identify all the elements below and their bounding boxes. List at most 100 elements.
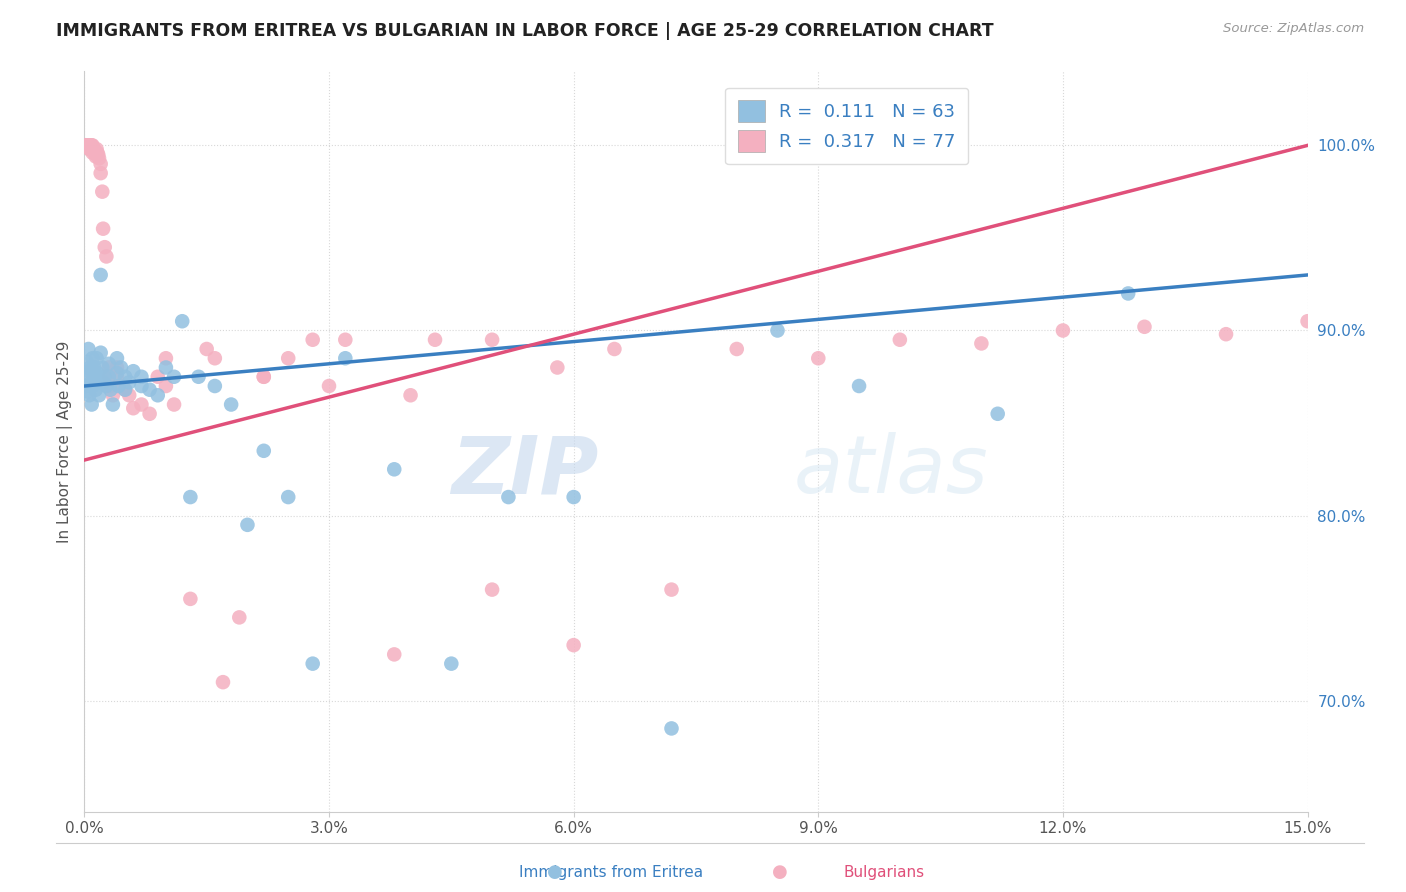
Point: [96, 250, 118, 264]
Point: [661, 722, 683, 736]
Point: [76, 138, 98, 153]
Point: [87, 388, 110, 402]
Point: [77, 142, 100, 156]
Point: [77, 364, 100, 378]
Point: [97, 369, 120, 384]
Point: [848, 379, 870, 393]
Point: [301, 333, 323, 347]
Point: [277, 490, 299, 504]
Point: [86, 145, 108, 160]
Point: [562, 490, 585, 504]
Point: [481, 582, 503, 597]
Point: [77, 138, 100, 153]
Point: [101, 397, 124, 411]
Point: [82, 142, 104, 156]
Point: [382, 462, 405, 476]
Point: [93, 240, 115, 254]
Point: [83, 142, 105, 156]
Point: [107, 379, 129, 393]
Point: [82, 351, 104, 366]
Text: ●: ●: [772, 863, 789, 881]
Point: [335, 351, 357, 366]
Point: [766, 323, 789, 337]
Point: [131, 369, 153, 384]
Text: IMMIGRANTS FROM ERITREA VS BULGARIAN IN LABOR FORCE | AGE 25-29 CORRELATION CHAR: IMMIGRANTS FROM ERITREA VS BULGARIAN IN …: [56, 22, 994, 40]
Point: [146, 369, 169, 384]
Text: atlas: atlas: [794, 432, 988, 510]
Point: [87, 152, 110, 166]
Point: [195, 342, 218, 356]
Point: [77, 138, 100, 153]
Point: [84, 383, 107, 397]
Point: [423, 333, 446, 347]
Point: [187, 369, 209, 384]
Point: [1215, 327, 1237, 342]
Point: [87, 147, 110, 161]
Point: [105, 366, 128, 380]
Text: ●: ●: [547, 863, 564, 881]
Point: [987, 407, 1010, 421]
Point: [114, 383, 136, 397]
Point: [1133, 319, 1156, 334]
Point: [146, 388, 169, 402]
Point: [546, 360, 568, 375]
Point: [82, 379, 104, 393]
Point: [82, 145, 104, 160]
Point: [79, 142, 101, 156]
Point: [77, 342, 100, 356]
Point: [661, 582, 683, 597]
Point: [118, 376, 141, 390]
Point: [75, 379, 97, 393]
Point: [1116, 286, 1139, 301]
Point: [172, 314, 194, 328]
Point: [90, 345, 112, 359]
Point: [228, 610, 250, 624]
Point: [277, 351, 299, 366]
Point: [75, 138, 97, 153]
Point: [110, 360, 132, 375]
Point: [114, 383, 136, 397]
Point: [77, 138, 100, 153]
Point: [399, 388, 422, 402]
Point: [97, 357, 120, 371]
Point: [100, 379, 122, 393]
Point: [83, 360, 105, 375]
Point: [90, 166, 112, 180]
Point: [603, 342, 626, 356]
Point: [86, 366, 108, 380]
Point: [82, 364, 104, 378]
Point: [76, 138, 98, 153]
Y-axis label: In Labor Force | Age 25-29: In Labor Force | Age 25-29: [58, 341, 73, 542]
Point: [77, 388, 100, 402]
Point: [807, 351, 830, 366]
Point: [86, 142, 108, 156]
Point: [236, 517, 259, 532]
Point: [204, 379, 226, 393]
Point: [253, 443, 276, 458]
Point: [163, 397, 186, 411]
Point: [318, 379, 340, 393]
Point: [84, 369, 107, 384]
Text: Immigrants from Eritrea: Immigrants from Eritrea: [519, 865, 703, 880]
Point: [86, 351, 108, 366]
Point: [100, 383, 122, 397]
Point: [382, 648, 405, 662]
Text: ZIP: ZIP: [451, 432, 598, 510]
Point: [219, 397, 242, 411]
Point: [76, 355, 98, 369]
Point: [335, 333, 357, 347]
Point: [87, 376, 110, 390]
Text: Source: ZipAtlas.com: Source: ZipAtlas.com: [1223, 22, 1364, 36]
Point: [105, 360, 128, 375]
Point: [91, 376, 114, 390]
Point: [110, 379, 132, 393]
Point: [138, 407, 160, 421]
Point: [155, 360, 177, 375]
Point: [80, 142, 103, 156]
Point: [1052, 323, 1074, 337]
Point: [79, 360, 101, 375]
Point: [970, 336, 993, 351]
Point: [122, 401, 145, 416]
Point: [76, 384, 98, 399]
Point: [84, 149, 107, 163]
